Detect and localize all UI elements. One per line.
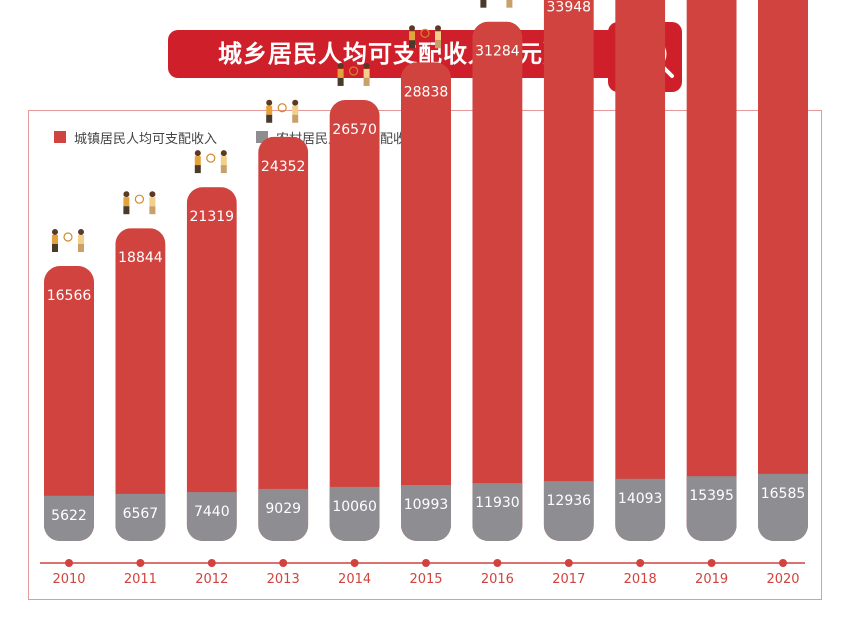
x-tick-label: 2012 [195, 572, 228, 587]
bar-rural [401, 485, 451, 541]
bar-urban [258, 136, 309, 541]
bar-urban [472, 21, 523, 541]
bar-rural [543, 481, 594, 541]
bar-group [615, 0, 666, 541]
bar-group [472, 21, 523, 541]
data-label-rural: 10993 [404, 497, 449, 513]
x-axis-dot [350, 559, 359, 567]
bar-group [401, 62, 451, 541]
bar-urban [186, 187, 237, 541]
x-tick-label: 2020 [766, 572, 799, 587]
bar-group [115, 228, 166, 541]
data-label-rural: 5622 [51, 508, 87, 524]
x-axis-dot [636, 559, 645, 567]
x-tick-label: 2015 [409, 572, 442, 587]
bar-urban [543, 0, 594, 542]
x-axis-dot [564, 559, 573, 567]
bar-urban [686, 0, 737, 541]
bar-group [258, 136, 309, 541]
data-label-urban: 31284 [475, 44, 520, 60]
bar-rural [472, 483, 523, 541]
bar-rural [258, 488, 309, 541]
x-tick-label: 2016 [481, 572, 514, 587]
bar-urban [329, 99, 380, 542]
x-axis-dot [65, 559, 73, 567]
data-label-rural: 14093 [618, 491, 663, 507]
data-label-urban: 26570 [332, 122, 377, 138]
data-label-rural: 16585 [761, 486, 806, 502]
bar-urban [401, 62, 451, 541]
x-axis-dot [707, 559, 716, 567]
bar-rural [758, 473, 808, 541]
people-figure-icon [123, 191, 156, 215]
people-figure-icon [266, 99, 299, 123]
data-label-urban: 18844 [118, 250, 163, 266]
people-figure-icon [52, 229, 84, 253]
legend-item-urban: 城镇居民人均可支配收入 [54, 128, 218, 147]
people-figure-icon [194, 150, 227, 174]
data-label-rural: 12936 [547, 493, 592, 509]
x-axis-dot [279, 559, 288, 567]
bar-group [686, 0, 737, 541]
bar-urban [44, 266, 94, 541]
x-axis-dot [422, 559, 430, 567]
x-axis-dot [493, 559, 502, 567]
x-axis-dot [136, 559, 145, 567]
bar-group [543, 0, 594, 542]
people-figure-icon [480, 0, 513, 8]
bar-group [329, 99, 380, 542]
x-tick-label: 2010 [52, 572, 85, 587]
x-axis-dot [207, 559, 216, 567]
bar-rural [615, 478, 666, 541]
x-tick-label: 2017 [552, 572, 585, 587]
bar-urban [115, 228, 166, 541]
bar-rural [686, 476, 737, 541]
data-label-urban: 21319 [190, 209, 235, 225]
people-figure-icon [409, 25, 441, 49]
x-tick-label: 2014 [338, 572, 371, 587]
data-label-rural: 11930 [475, 495, 520, 511]
data-label-urban: 16566 [47, 288, 92, 304]
data-label-rural: 6567 [123, 506, 159, 522]
data-label-rural: 10060 [332, 499, 377, 515]
bar-urban [615, 0, 666, 541]
x-axis-dot [779, 559, 787, 567]
bar-rural [115, 493, 166, 541]
x-tick-label: 2013 [267, 572, 300, 587]
legend-label-urban: 城镇居民人均可支配收入 [74, 131, 218, 147]
bar-group [758, 0, 808, 541]
bar-rural [44, 495, 94, 541]
bar-rural [186, 492, 237, 541]
x-tick-label: 2018 [624, 572, 657, 587]
data-label-rural: 15395 [689, 488, 734, 504]
bar-urban [758, 0, 808, 541]
bar-group [44, 266, 94, 541]
data-label-urban: 33948 [547, 0, 592, 15]
data-label-rural: 9029 [265, 501, 301, 517]
people-figure-icon [337, 62, 370, 86]
legend-swatch-urban [54, 131, 66, 143]
data-label-urban: 28838 [404, 84, 449, 100]
data-label-urban: 24352 [261, 159, 306, 175]
x-tick-label: 2011 [124, 572, 157, 587]
x-tick-label: 2019 [695, 572, 728, 587]
bar-rural [329, 486, 380, 541]
data-label-rural: 7440 [194, 504, 230, 520]
bar-group [186, 187, 237, 541]
